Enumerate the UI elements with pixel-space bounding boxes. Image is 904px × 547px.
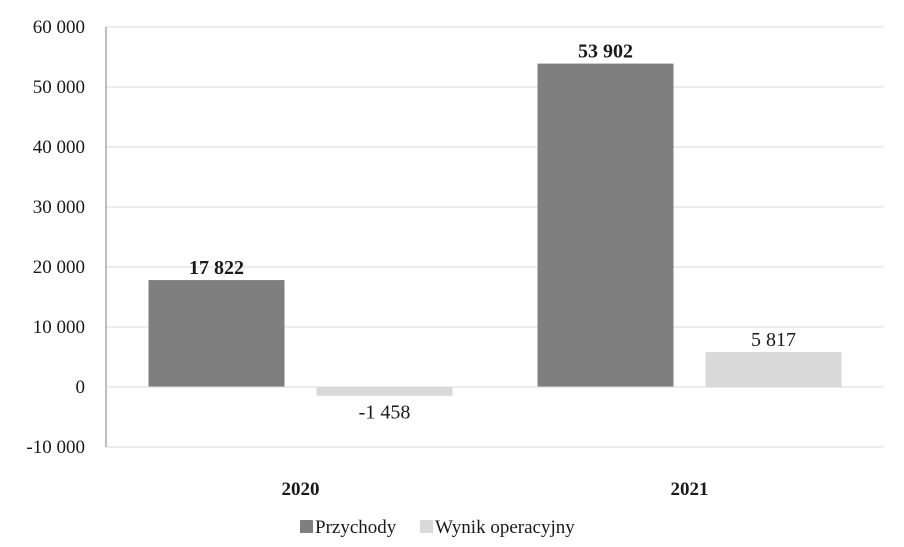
legend: Przychody Wynik operacyjny (300, 517, 575, 538)
bars (148, 63, 842, 396)
legend-label: Wynik operacyjny (435, 517, 575, 538)
y-tick-label: 50 000 (33, 77, 85, 98)
y-tick-label: 30 000 (33, 197, 85, 218)
y-axis: 60 000 50 000 40 000 30 000 20 000 10 000 0 -10… (26, 17, 107, 458)
data-label: 5 817 (751, 329, 796, 351)
data-label: -1 458 (359, 402, 411, 424)
y-tick-label: 40 000 (33, 137, 85, 158)
data-label: 53 902 (578, 41, 633, 63)
data-label: 17 822 (189, 257, 244, 279)
legend-swatch (420, 520, 433, 533)
legend-swatch (300, 520, 313, 533)
bar-wynik-operacyjny-2020 (316, 387, 453, 396)
data-labels: 17 822 -1 458 53 902 5 817 (189, 41, 796, 424)
x-category-label: 2021 (671, 479, 709, 500)
y-tick-label: 20 000 (33, 257, 85, 278)
x-axis: 2020 2021 (106, 386, 884, 500)
x-category-label: 2020 (282, 479, 320, 500)
y-tick-label: 10 000 (33, 317, 85, 338)
bar-przychody-2021 (537, 63, 674, 387)
bar-przychody-2020 (148, 280, 285, 387)
y-tick-label: 0 (76, 377, 86, 398)
y-tick-label: 60 000 (33, 17, 85, 38)
bar-wynik-operacyjny-2021 (705, 352, 842, 387)
legend-label: Przychody (315, 517, 397, 538)
y-tick-label: -10 000 (26, 437, 85, 458)
